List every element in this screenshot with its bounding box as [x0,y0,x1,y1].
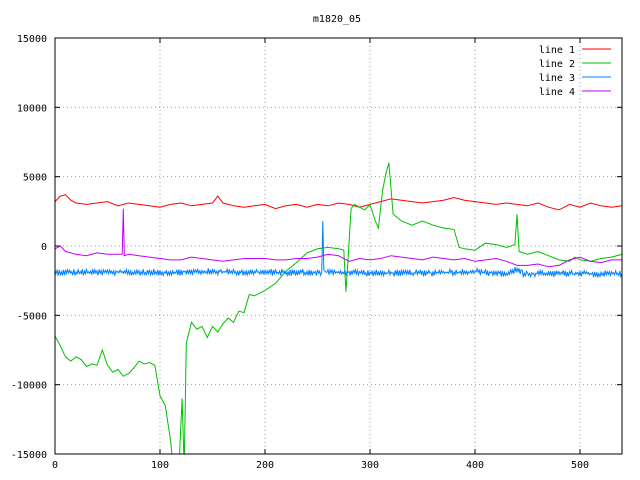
y-tick-label: -15000 [11,450,47,461]
x-tick-label: 500 [571,460,589,471]
y-tick-label: 15000 [17,34,47,45]
series-4-line [55,208,622,268]
x-tick-label: 100 [151,460,169,471]
series-2-line [55,162,622,454]
legend: line 1 line 2 line 3 line 4 [539,45,611,98]
chart-title: m1820_05 [313,14,361,25]
legend-label: line 2 [539,59,575,70]
legend-label: line 3 [539,73,575,84]
series-3-line [55,220,622,279]
tick-labels: 0 100 200 300 400 500 -15000 -10000 -5000 0 5000 10… [11,34,589,471]
x-tick-label: 400 [466,460,484,471]
y-tick-label: 0 [41,242,47,253]
series-1-line [55,194,622,211]
legend-label: line 1 [539,45,575,56]
x-tick-label: 0 [52,460,58,471]
x-tick-label: 300 [361,460,379,471]
series-layer [55,162,622,454]
legend-label: line 4 [539,87,575,98]
x-tick-label: 200 [256,460,274,471]
y-tick-label: 10000 [17,103,47,114]
y-tick-label: -10000 [11,381,47,392]
grid [55,38,622,454]
y-tick-label: -5000 [17,311,47,322]
axis-ticks [54,37,622,455]
plot-frame [54,37,623,455]
y-tick-label: 5000 [23,173,47,184]
